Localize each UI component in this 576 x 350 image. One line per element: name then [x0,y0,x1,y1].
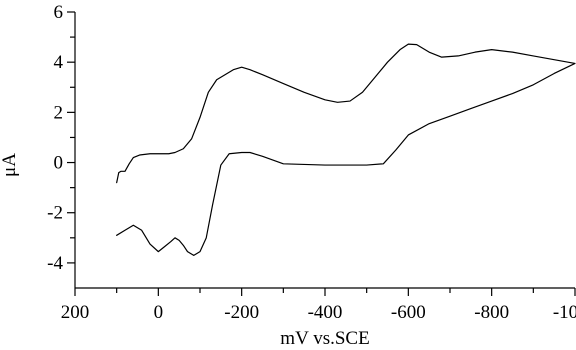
y-tick-label: -2 [47,203,63,224]
x-tick-label: -600 [391,302,426,323]
x-tick-label: -800 [474,302,509,323]
plot-layer [116,43,576,256]
y-tick-label: -4 [47,253,63,274]
y-tick-label: 4 [54,52,64,73]
y-axis-label: μA [0,153,20,177]
x-tick-label: 0 [154,302,164,323]
y-tick-label: 6 [54,2,64,23]
voltammogram-trace-0 [116,43,576,256]
axes-layer: 200 0 -200 -400 -600 -800 -1000 6 4 2 0 -2 -4 [47,2,576,323]
labels-layer: mV vs.SCE μA [0,153,370,349]
x-tick-label: 200 [61,302,90,323]
x-tick-label: -200 [224,302,259,323]
x-tick-label: -400 [308,302,343,323]
y-tick-label: 0 [54,153,64,174]
x-tick-label: -1000 [553,302,576,323]
x-axis-label: mV vs.SCE [280,328,369,349]
y-tick-label: 2 [54,102,64,123]
